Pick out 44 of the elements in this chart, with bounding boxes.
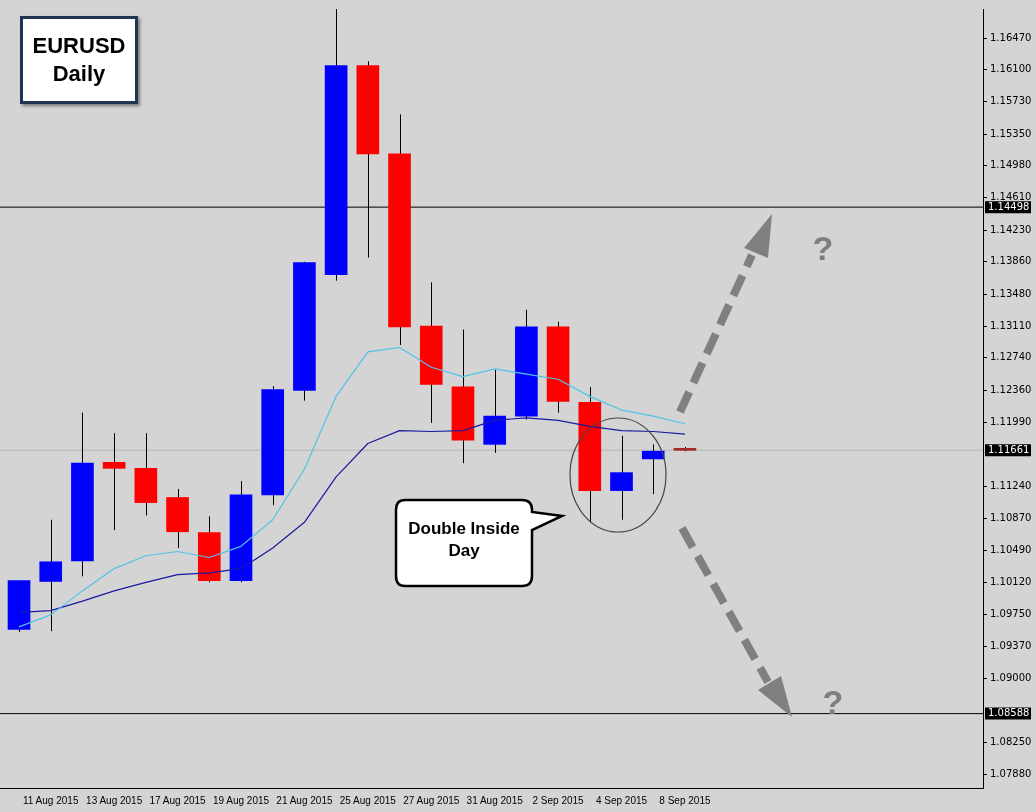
- y-tick-label: 1.16470: [990, 31, 1032, 43]
- x-tick-label: 19 Aug 2015: [212, 794, 270, 806]
- x-tick-label: 11 Aug 2015: [23, 794, 79, 806]
- x-tick-label: 13 Aug 2015: [86, 794, 143, 806]
- ref-line-label: 1.11661: [988, 443, 1030, 455]
- y-tick-label: 1.13110: [990, 319, 1032, 331]
- ref-line-label: 1.14498: [988, 200, 1030, 212]
- y-tick-label: 1.13480: [990, 287, 1032, 299]
- x-tick-label: 2 Sep 2015: [532, 794, 585, 806]
- y-tick-label: 1.09750: [990, 607, 1032, 619]
- ref-line-label: 1.08588: [988, 707, 1030, 719]
- x-tick-label: 27 Aug 2015: [403, 794, 460, 806]
- y-tick-label: 1.09370: [990, 640, 1032, 652]
- x-tick-label: 31 Aug 2015: [466, 794, 524, 806]
- x-tick-label: 4 Sep 2015: [595, 794, 648, 806]
- text: EURUSD Daily: [20, 16, 138, 104]
- text: ?: [811, 228, 835, 269]
- candlestick: [641, 443, 665, 495]
- y-tick-label: 1.10490: [990, 544, 1032, 556]
- y-tick-label: 1.08250: [990, 736, 1032, 748]
- x-tick-label: 25 Aug 2015: [339, 794, 397, 806]
- y-tick-label: 1.07880: [990, 767, 1032, 779]
- y-tick-label: 1.14230: [990, 223, 1032, 235]
- x-tick-label: 8 Sep 2015: [659, 794, 711, 806]
- y-tick-label: 1.10870: [990, 511, 1032, 523]
- y-tick-label: 1.15350: [990, 127, 1032, 139]
- annotation: Double Inside Day: [407, 518, 521, 563]
- y-tick-label: 1.13860: [990, 255, 1032, 267]
- candlestick: [102, 432, 126, 531]
- candlestick: [39, 519, 63, 632]
- y-tick-label: 1.09000: [990, 671, 1032, 683]
- y-tick-label: 1.14980: [990, 159, 1032, 171]
- y-tick-label: 1.11240: [990, 479, 1032, 491]
- y-tick-label: 1.12360: [990, 383, 1032, 395]
- y-tick-label: 1.11990: [990, 415, 1032, 427]
- y-tick-label: 1.16100: [990, 63, 1032, 75]
- text: ?: [821, 682, 845, 723]
- x-tick-label: 17 Aug 2015: [149, 794, 207, 806]
- y-tick-label: 1.12740: [990, 351, 1032, 363]
- y-tick-label: 1.10120: [990, 575, 1032, 587]
- candlestick: [610, 435, 633, 521]
- x-tick-label: 21 Aug 2015: [276, 794, 333, 806]
- y-tick-label: 1.15730: [990, 95, 1032, 107]
- y-tick-label: 1.14610: [990, 191, 1032, 203]
